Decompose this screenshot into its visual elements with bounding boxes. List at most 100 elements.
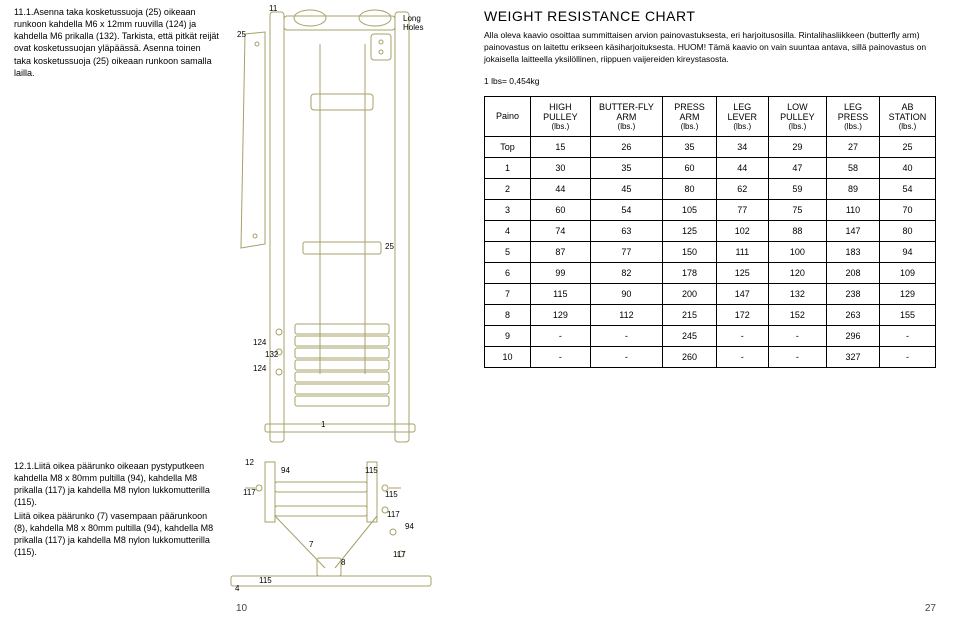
table-cell: 112 xyxy=(590,304,662,325)
d2-label-12: 12 xyxy=(245,458,254,467)
table-cell: 120 xyxy=(768,262,826,283)
table-cell: 132 xyxy=(768,283,826,304)
d1-label-124: 124 xyxy=(253,338,266,347)
table-cell: 245 xyxy=(663,325,717,346)
table-cell: - xyxy=(768,346,826,367)
table-cell: 47 xyxy=(768,157,826,178)
table-row: 36054105777511070 xyxy=(485,199,936,220)
table-cell: 150 xyxy=(663,241,717,262)
table-row: 69982178125120208109 xyxy=(485,262,936,283)
table-cell: 147 xyxy=(827,220,880,241)
d2-label-115a: 115 xyxy=(365,466,378,475)
table-row: 474631251028814780 xyxy=(485,220,936,241)
table-cell: Top xyxy=(485,136,531,157)
table-header: LEG PRESS(lbs.) xyxy=(827,96,880,136)
table-cell: 94 xyxy=(879,241,935,262)
table-cell: - xyxy=(590,325,662,346)
table-cell: 63 xyxy=(590,220,662,241)
left-page: 11.1.Asenna taka kosketussuoja (25) oike… xyxy=(0,0,480,628)
table-header: AB STATION(lbs.) xyxy=(879,96,935,136)
chart-description: Alla oleva kaavio osoittaa summittaisen … xyxy=(484,30,940,66)
d2-label-117b: 117 xyxy=(387,510,400,519)
d2-label-7: 7 xyxy=(309,540,313,549)
table-cell: 111 xyxy=(716,241,768,262)
table-header: PRESS ARM(lbs.) xyxy=(663,96,717,136)
table-cell: 77 xyxy=(716,199,768,220)
d2-label-115b: 115 xyxy=(385,490,398,499)
step-12-body: Liitä oikea päärunko oikeaan pystyputkee… xyxy=(14,461,210,507)
table-cell: 88 xyxy=(768,220,826,241)
table-cell: 54 xyxy=(590,199,662,220)
table-cell: 327 xyxy=(827,346,880,367)
table-cell: 200 xyxy=(663,283,717,304)
table-cell: 27 xyxy=(827,136,880,157)
table-cell: 238 xyxy=(827,283,880,304)
table-cell: 34 xyxy=(716,136,768,157)
table-cell: - xyxy=(531,346,591,367)
table-row: 10--260--327- xyxy=(485,346,936,367)
weight-resistance-table: PainoHIGH PULLEY(lbs.)BUTTER-FLY ARM(lbs… xyxy=(484,96,936,368)
table-cell: 60 xyxy=(531,199,591,220)
table-cell: 80 xyxy=(663,178,717,199)
table-cell: 82 xyxy=(590,262,662,283)
table-cell: 99 xyxy=(531,262,591,283)
table-cell: 77 xyxy=(590,241,662,262)
table-cell: 70 xyxy=(879,199,935,220)
chart-title: WEIGHT RESISTANCE CHART xyxy=(484,8,940,24)
table-cell: 7 xyxy=(485,283,531,304)
table-cell: 178 xyxy=(663,262,717,283)
table-cell: 25 xyxy=(879,136,935,157)
table-cell: 29 xyxy=(768,136,826,157)
table-row: 5877715011110018394 xyxy=(485,241,936,262)
table-row: 711590200147132238129 xyxy=(485,283,936,304)
d2-label-8: 8 xyxy=(341,558,345,567)
table-cell: 4 xyxy=(485,220,531,241)
step-12b-text: Liitä oikea päärunko (7) vasempaan pääru… xyxy=(14,510,219,559)
table-cell: 129 xyxy=(531,304,591,325)
d1-label-longholes: Long Holes xyxy=(403,14,423,32)
d2-label-94b: 94 xyxy=(405,522,414,531)
table-row: 9--245--296- xyxy=(485,325,936,346)
d1-label-25b: 25 xyxy=(385,242,394,251)
table-cell: 110 xyxy=(827,199,880,220)
table-cell: 3 xyxy=(485,199,531,220)
table-header: Paino xyxy=(485,96,531,136)
right-page: WEIGHT RESISTANCE CHART Alla oleva kaavi… xyxy=(480,0,960,628)
assembly-diagram-11: 11 25 Long Holes 25 124 132 124 1 xyxy=(225,4,470,449)
table-cell: 2 xyxy=(485,178,531,199)
table-cell: 10 xyxy=(485,346,531,367)
step-12-text: 12.1.Liitä oikea päärunko oikeaan pystyp… xyxy=(14,460,219,509)
table-header: HIGH PULLEY(lbs.) xyxy=(531,96,591,136)
table-cell: 60 xyxy=(663,157,717,178)
d1-label-11: 11 xyxy=(269,4,277,13)
table-cell: 125 xyxy=(663,220,717,241)
page-number-left: 10 xyxy=(236,603,247,614)
table-header: LOW PULLEY(lbs.) xyxy=(768,96,826,136)
d1-label-132: 132 xyxy=(265,350,278,359)
step-11-text: 11.1.Asenna taka kosketussuoja (25) oike… xyxy=(14,6,219,79)
assembly-diagram-12: 12 94 115 117 115 117 94 7 117 8 115 4 xyxy=(225,458,470,603)
d2-label-94: 94 xyxy=(281,466,290,475)
table-cell: 183 xyxy=(827,241,880,262)
d1-label-124b: 124 xyxy=(253,364,266,373)
d2-label-117c: 117 xyxy=(393,550,406,559)
table-cell: 40 xyxy=(879,157,935,178)
table-cell: 152 xyxy=(768,304,826,325)
table-cell: 26 xyxy=(590,136,662,157)
table-cell: 75 xyxy=(768,199,826,220)
table-cell: - xyxy=(716,325,768,346)
table-row: Top15263534292725 xyxy=(485,136,936,157)
table-cell: 59 xyxy=(768,178,826,199)
table-cell: - xyxy=(768,325,826,346)
table-cell: 44 xyxy=(531,178,591,199)
table-cell: 147 xyxy=(716,283,768,304)
table-cell: 74 xyxy=(531,220,591,241)
table-cell: 35 xyxy=(590,157,662,178)
table-cell: 89 xyxy=(827,178,880,199)
step-11-body: Asenna taka kosketussuoja (25) oikeaan r… xyxy=(14,7,219,78)
table-cell: 87 xyxy=(531,241,591,262)
table-cell: 263 xyxy=(827,304,880,325)
table-cell: 296 xyxy=(827,325,880,346)
table-cell: - xyxy=(716,346,768,367)
table-cell: 260 xyxy=(663,346,717,367)
